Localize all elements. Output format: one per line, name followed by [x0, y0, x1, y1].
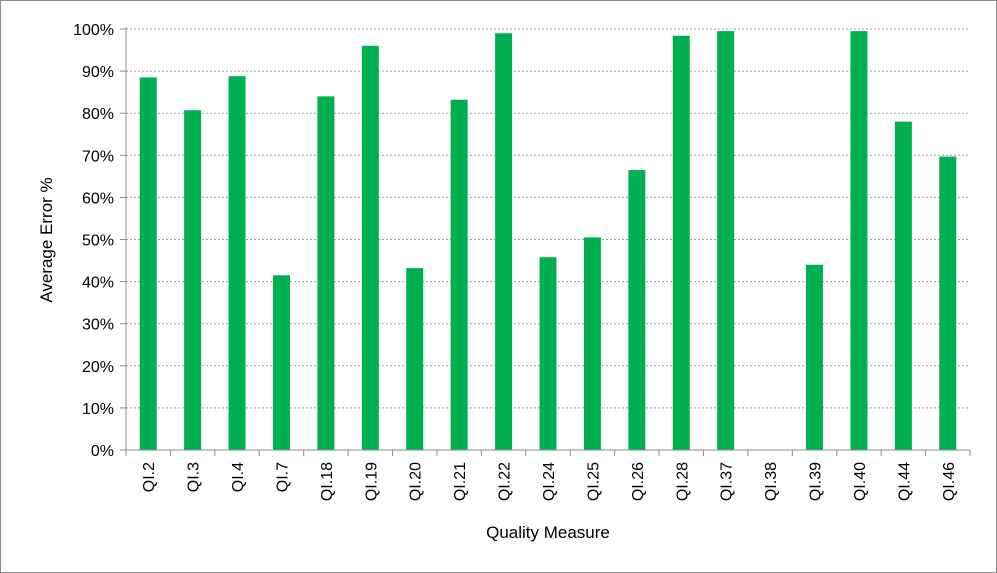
bar	[717, 31, 735, 451]
bar	[672, 35, 690, 451]
bar	[317, 96, 335, 451]
bar	[406, 268, 424, 450]
y-tick-labels: 0% 10% 20% 30% 40% 50% 60% 70% 80% 90% 100%	[73, 22, 114, 460]
x-tick-label: QI.38	[763, 462, 780, 501]
x-tick-label: QI.28	[674, 462, 691, 501]
x-tick-label: QI.26	[630, 462, 647, 501]
x-tick-label: QI.24	[541, 462, 558, 501]
x-tick-labels: QI.2 QI.3 QI.4 QI.7 QI.18 QI.19 QI.20 QI.21 QI.2…	[141, 462, 958, 501]
bar	[450, 99, 468, 450]
y-tick-label: 70%	[82, 148, 114, 165]
x-tick-label: QI.20	[408, 462, 425, 501]
gridlines	[120, 28, 970, 451]
y-tick-label: 50%	[82, 233, 114, 250]
axes	[125, 27, 971, 456]
bar	[139, 77, 157, 451]
x-tick-label: QI.19	[363, 462, 380, 501]
y-tick-label: 100%	[73, 22, 114, 39]
y-axis-title: Average Error %	[37, 177, 56, 302]
x-tick-label: QI.22	[497, 462, 514, 501]
bar	[184, 110, 202, 450]
bar	[939, 156, 957, 450]
y-tick-label: 0%	[91, 443, 114, 460]
y-tick-label: 40%	[82, 275, 114, 292]
x-tick-label: QI.2	[141, 462, 158, 492]
x-tick-label: QI.7	[274, 462, 291, 492]
bar	[228, 76, 246, 451]
y-tick-label: 90%	[82, 64, 114, 81]
y-tick-label: 80%	[82, 106, 114, 123]
bar	[583, 237, 601, 450]
y-tick-label: 20%	[82, 359, 114, 376]
bar	[806, 264, 824, 450]
bar-series	[139, 31, 957, 451]
y-tick-label: 60%	[82, 190, 114, 207]
x-tick-label: QI.39	[808, 462, 825, 501]
x-axis-title: Quality Measure	[486, 523, 610, 542]
y-tick-label: 30%	[82, 317, 114, 334]
x-tick-label: QI.3	[186, 462, 203, 492]
y-tick-label: 10%	[82, 401, 114, 418]
bar	[850, 31, 868, 451]
bar	[628, 170, 646, 450]
x-tick-label: QI.37	[719, 462, 736, 501]
x-tick-label: QI.21	[452, 462, 469, 501]
bar	[894, 121, 912, 451]
x-tick-label: QI.40	[852, 462, 869, 501]
bar	[272, 275, 290, 450]
bar	[495, 33, 513, 451]
bar	[361, 45, 379, 451]
x-tick-label: QI.4	[230, 462, 247, 492]
bar	[539, 257, 557, 450]
x-tick-label: QI.44	[896, 462, 913, 501]
x-tick-label: QI.46	[941, 462, 958, 501]
x-tick-label: QI.25	[585, 462, 602, 501]
x-tick-label: QI.18	[319, 462, 336, 501]
